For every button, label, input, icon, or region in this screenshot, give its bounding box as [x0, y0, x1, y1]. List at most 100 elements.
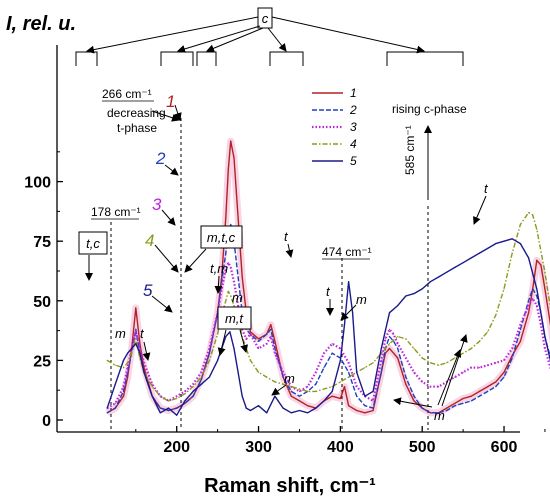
series-2-point: [114, 407, 116, 409]
series-1-point: [372, 409, 374, 412]
series-2-point: [159, 407, 161, 409]
series-3-point: [487, 364, 489, 366]
series-5-point: [536, 288, 538, 290]
series-5-point: [462, 262, 464, 264]
series-3-point: [127, 367, 129, 369]
label-t-2: t: [284, 229, 289, 244]
curve-num-3: 3: [152, 195, 162, 214]
series-5-point: [282, 407, 284, 409]
series-5-point: [323, 400, 325, 402]
series-5-point: [495, 243, 497, 245]
series-5-point: [237, 371, 239, 373]
series-3-point: [315, 371, 317, 373]
label-585: 585 cm⁻¹: [403, 125, 417, 175]
series-4-point: [290, 386, 292, 388]
series-1-point: [233, 157, 235, 159]
arrow-t-4: [473, 195, 487, 225]
series-1-point: [339, 397, 341, 400]
series-2-point: [298, 395, 301, 397]
series-5-point: [245, 407, 247, 409]
series-5-point: [241, 395, 243, 397]
series-5-point: [114, 383, 116, 385]
series-3-point: [413, 371, 415, 373]
series-1-point: [274, 340, 276, 342]
mtc-box: [200, 225, 243, 249]
series-1-point: [478, 390, 481, 392]
series-4-point: [323, 388, 325, 390]
series-3-point: [230, 266, 232, 268]
curve-num-2: 2: [155, 149, 166, 168]
series-3-point: [274, 352, 276, 354]
arrow-m-4b: [437, 349, 462, 406]
series-2-point: [429, 412, 431, 414]
series-2-point: [200, 378, 202, 381]
series-4-point: [127, 362, 129, 364]
series-3-point: [151, 383, 153, 385]
series-3-point: [438, 386, 440, 388]
legend-label-1: 1: [350, 86, 357, 100]
series-3-point: [200, 371, 202, 373]
series-5-point: [388, 312, 391, 314]
series-4-point: [227, 290, 229, 292]
series-4-point: [438, 364, 440, 366]
series-3-point: [511, 347, 513, 350]
series-5-point: [200, 383, 202, 385]
series-3-point: [429, 386, 431, 388]
plot-frame: [56, 45, 520, 433]
series-3-point: [233, 281, 235, 283]
series-4-point: [532, 214, 534, 216]
series-4-point: [282, 383, 284, 385]
series-3-point: [393, 333, 395, 335]
series-1-point: [503, 371, 505, 373]
series-2-point: [528, 300, 530, 302]
series-1-point: [290, 395, 292, 397]
series-4-point: [331, 386, 333, 388]
series-4-point: [405, 338, 407, 340]
series-5-point: [139, 352, 141, 354]
series-4-point: [192, 386, 194, 388]
series-4-point: [503, 288, 505, 290]
y-tick-label: 25: [33, 353, 51, 370]
series-5-point: [405, 295, 407, 297]
series-3-point: [227, 262, 229, 264]
series-4-point: [421, 357, 423, 359]
series-4-point: [135, 338, 137, 340]
series-2-point: [511, 357, 513, 359]
series-2-point: [388, 336, 391, 338]
series-5-point: [143, 371, 145, 373]
series-4-point: [159, 395, 161, 397]
curve-num-5: 5: [143, 281, 153, 300]
series-5-point: [339, 359, 341, 361]
legend-label-3: 3: [350, 120, 357, 134]
series-1-point: [241, 276, 243, 278]
label-t-phase: t-phase: [117, 121, 157, 135]
series-5-point: [343, 324, 346, 326]
label-m-2: m: [284, 371, 295, 386]
series-2-point: [519, 328, 522, 330]
series-5-point: [229, 331, 231, 333]
arrow-m-4a: [393, 397, 433, 408]
series-5-point: [446, 271, 448, 273]
series-1-point: [405, 383, 407, 385]
series-3-point: [421, 381, 423, 383]
series-1-point: [462, 397, 464, 400]
bracket-1: [75, 51, 98, 66]
series-3-point: [245, 338, 247, 340]
series-5-point: [421, 288, 423, 290]
series-5-point: [544, 336, 546, 338]
series-3-point: [135, 331, 137, 333]
series-3-point: [495, 362, 497, 364]
series-3-point: [454, 376, 456, 378]
arrow-num-4: [154, 244, 179, 273]
series-4-point: [462, 352, 464, 354]
label-rising: rising c-phase: [392, 102, 467, 116]
series-3-point: [503, 359, 505, 361]
series-3-point: [282, 371, 284, 373]
series-2-point: [270, 328, 272, 330]
series-3-point: [388, 328, 391, 330]
series-3-point: [356, 386, 358, 388]
label-m-178: m: [115, 326, 126, 341]
series-5-point: [106, 407, 108, 409]
arrow-tm: [214, 275, 223, 294]
